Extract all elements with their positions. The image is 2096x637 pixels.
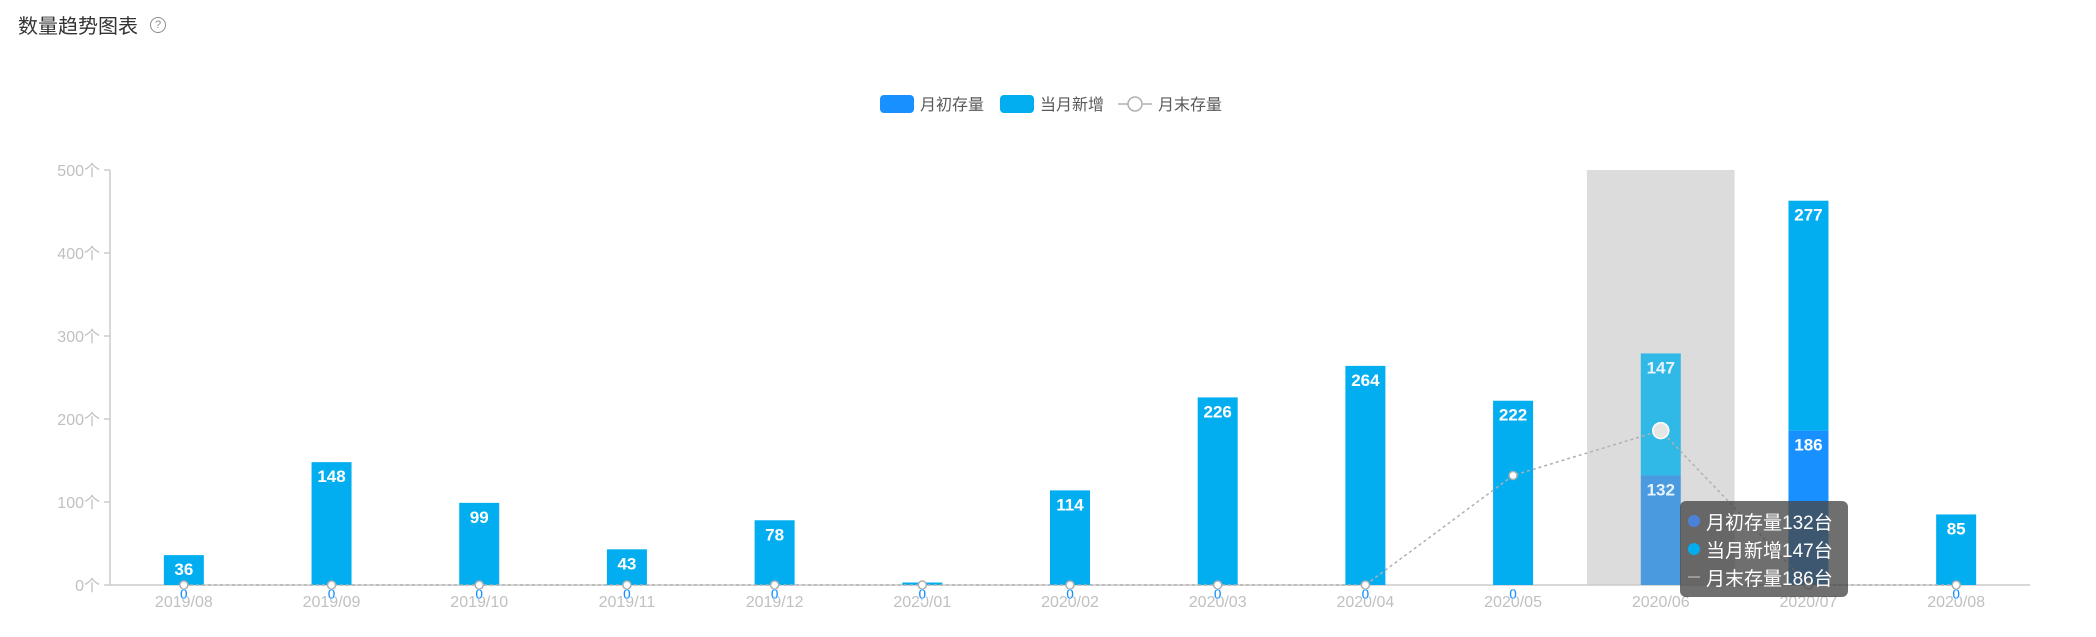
y-tick-label: 400个	[57, 245, 100, 263]
legend-label: 月初存量	[920, 96, 984, 114]
label-added: 78	[765, 525, 784, 544]
x-tick-label: 2019/11	[599, 594, 656, 611]
axis-layer: 0个 100个 200个 300个 400个 500个 2019/08 2019/09 2019…	[57, 162, 2030, 611]
tooltip-closing-marker	[1688, 576, 1700, 578]
legend-label: 月末存量	[1158, 96, 1222, 114]
x-tick-label: 2020/01	[893, 594, 951, 611]
label-opening: 0	[327, 586, 335, 603]
x-tick-label: 2020/05	[1484, 594, 1542, 611]
bar-added	[1050, 490, 1090, 585]
closing-point	[1652, 421, 1670, 440]
label-added: 99	[470, 508, 489, 527]
closing-point	[769, 580, 780, 590]
bar-added	[1345, 365, 1386, 585]
bar-added	[1640, 353, 1681, 476]
legend-swatch	[1000, 95, 1034, 113]
bar-layer	[163, 200, 1977, 585]
help-icon[interactable]: ?	[150, 16, 166, 33]
x-tick-label: 2019/08	[155, 594, 213, 611]
tooltip-added-text: 当月新增147台	[1706, 540, 1833, 562]
label-opening: 0	[475, 586, 483, 603]
chart-header: 数量趋势图表 ?	[18, 10, 166, 39]
bar-opening	[1640, 475, 1681, 585]
x-tick-label: 2020/02	[1041, 594, 1099, 611]
y-tick-label: 200个	[57, 411, 100, 429]
label-added: 43	[617, 554, 636, 573]
label-opening: 0	[1066, 586, 1074, 603]
closing-point	[622, 580, 632, 590]
tooltip-opening-marker	[1688, 515, 1700, 527]
x-tick-label: 2019/10	[450, 594, 508, 611]
bar-added	[606, 549, 647, 585]
legend-item-1[interactable]: 当月新增	[1000, 95, 1104, 114]
legend-swatch	[880, 95, 914, 113]
chart-tooltip: 月初存量132台 当月新增147台 月末存量186台	[1680, 501, 1848, 597]
closing-point	[1212, 580, 1223, 590]
tooltip-added-marker	[1688, 543, 1700, 555]
x-tick-label: 2020/06	[1632, 594, 1690, 611]
label-added: 222	[1499, 406, 1527, 425]
label-added: 114	[1056, 495, 1084, 514]
tooltip-row-added: 当月新增147台	[1688, 535, 1840, 563]
label-added: 85	[1947, 519, 1966, 538]
y-tick-label: 300个	[57, 328, 100, 346]
x-tick-label: 2020/03	[1189, 594, 1247, 611]
label-opening: 0	[918, 586, 926, 603]
closing-point	[1508, 470, 1518, 481]
bar-added	[459, 502, 500, 585]
label-opening: 0	[1952, 586, 1960, 603]
tooltip-row-closing: 月末存量186台	[1688, 563, 1840, 591]
label-added: 226	[1204, 402, 1232, 421]
label-opening: 132	[1647, 480, 1675, 499]
closing-point	[1360, 580, 1371, 590]
label-added: 36	[174, 560, 193, 579]
legend: 月初存量 当月新增 月末存量	[880, 95, 1222, 114]
closing-point	[474, 580, 484, 590]
tooltip-opening-text: 月初存量132台	[1706, 512, 1833, 534]
label-opening: 0	[1361, 586, 1369, 603]
closing-point	[1951, 580, 1961, 590]
tooltip-closing-text: 月末存量186台	[1706, 568, 1833, 590]
x-tick-label: 2020/04	[1336, 594, 1394, 611]
page-title: 数量趋势图表	[18, 16, 138, 38]
y-tick-label: 100个	[57, 494, 100, 512]
bar-added	[311, 462, 352, 585]
x-tick-label: 2020/08	[1927, 594, 1985, 611]
label-added: 148	[317, 467, 345, 486]
label-added: 147	[1647, 358, 1675, 377]
tooltip-row-opening: 月初存量132台	[1688, 507, 1840, 535]
label-added: 264	[1351, 371, 1380, 390]
label-opening: 0	[623, 586, 631, 603]
y-tick-label: 0个	[75, 577, 100, 595]
label-opening: 186	[1794, 436, 1822, 455]
label-opening: 0	[1509, 586, 1517, 603]
bar-added	[1788, 200, 1829, 431]
x-tick-label: 2019/12	[746, 594, 804, 611]
legend-item-0[interactable]: 月初存量	[880, 95, 984, 114]
closing-point	[917, 580, 928, 590]
label-added: 3	[918, 588, 927, 607]
x-tick-label: 2020/07	[1780, 594, 1838, 611]
legend-label: 当月新增	[1040, 96, 1104, 114]
legend-item-2[interactable]: 月末存量	[1118, 96, 1222, 114]
label-added: 277	[1794, 206, 1822, 225]
closing-point	[1065, 580, 1075, 590]
bar-added	[1493, 400, 1534, 585]
x-tick-label: 2019/09	[303, 594, 361, 611]
bar-added	[163, 555, 204, 585]
y-tick-label: 500个	[57, 162, 100, 180]
closing-point	[179, 580, 189, 590]
closing-point	[326, 580, 337, 590]
bar-added	[1197, 397, 1238, 585]
label-opening: 0	[180, 586, 188, 603]
bar-added	[1936, 514, 1977, 585]
label-opening: 0	[1214, 586, 1222, 603]
bar-added	[754, 520, 795, 585]
label-opening: 0	[770, 586, 778, 603]
legend-point	[1127, 96, 1143, 112]
